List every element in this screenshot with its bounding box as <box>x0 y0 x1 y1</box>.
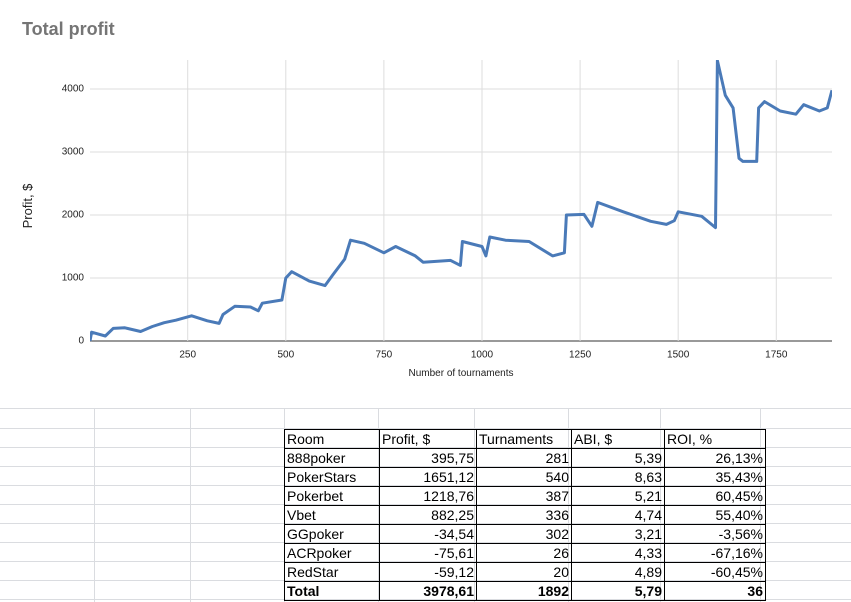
x-tick-label: 500 <box>277 350 294 361</box>
data-row: ACRpoker -75,61 26 4,33 -67,16% <box>284 543 766 563</box>
cell: 5,79 <box>571 581 665 601</box>
cell: 20 <box>476 562 572 582</box>
chart-title: Total profit <box>22 19 115 39</box>
y-tick-label: 2000 <box>62 210 85 221</box>
profit-line <box>90 60 832 342</box>
cell: -60,45% <box>664 562 766 582</box>
cell: 4,89 <box>571 562 665 582</box>
x-tick-label: 250 <box>179 350 196 361</box>
cell: 1218,76 <box>379 486 477 506</box>
x-tick-label: 1750 <box>765 350 788 361</box>
cell: -34,54 <box>379 524 477 544</box>
y-tick-label: 3000 <box>62 147 85 158</box>
cell: -75,61 <box>379 543 477 563</box>
cell: 387 <box>476 486 572 506</box>
cell: 336 <box>476 505 572 525</box>
cell: 55,40% <box>664 505 766 525</box>
cell: ABI, $ <box>571 429 665 449</box>
cell: ACRpoker <box>284 543 380 563</box>
cell: 540 <box>476 467 572 487</box>
cell: 26 <box>476 543 572 563</box>
cell: 36 <box>664 581 766 601</box>
data-row: PokerStars 1651,12 540 8,63 35,43% <box>284 467 766 487</box>
x-axis-label: Number of tournaments <box>408 368 513 379</box>
y-tick-label: 1000 <box>62 273 85 284</box>
x-tick-label: 750 <box>376 350 393 361</box>
cell: 1892 <box>476 581 572 601</box>
total-row: Total 3978,61 1892 5,79 36 <box>284 581 766 601</box>
summary-table: Room Profit, $ Turnaments ABI, $ ROI, % 888po… <box>284 429 766 601</box>
cell: Profit, $ <box>379 429 477 449</box>
cell: 60,45% <box>664 486 766 506</box>
cell: 3978,61 <box>379 581 477 601</box>
cell: Room <box>284 429 380 449</box>
header-row: Room Profit, $ Turnaments ABI, $ ROI, % <box>284 429 766 449</box>
chart: Total profit Number of tournaments Profi… <box>20 19 832 379</box>
x-tick-label: 1000 <box>471 350 494 361</box>
cell: GGpoker <box>284 524 380 544</box>
data-row: Pokerbet 1218,76 387 5,21 60,45% <box>284 486 766 506</box>
cell: ROI, % <box>664 429 766 449</box>
y-tick-label: 0 <box>78 336 84 347</box>
cell: 3,21 <box>571 524 665 544</box>
cell: Turnaments <box>476 429 572 449</box>
cell: 8,63 <box>571 467 665 487</box>
data-row: Vbet 882,25 336 4,74 55,40% <box>284 505 766 525</box>
cell: 4,74 <box>571 505 665 525</box>
y-tick-label: 4000 <box>62 84 85 95</box>
x-tick-label: 1250 <box>569 350 592 361</box>
cell: 302 <box>476 524 572 544</box>
cell: 882,25 <box>379 505 477 525</box>
cell: Vbet <box>284 505 380 525</box>
x-tick-label: 1500 <box>667 350 690 361</box>
y-axis-label: Profit, $ <box>20 183 35 229</box>
cell: -59,12 <box>379 562 477 582</box>
cell: 888poker <box>284 448 380 468</box>
data-row: 888poker 395,75 281 5,39 26,13% <box>284 448 766 468</box>
cell: -3,56% <box>664 524 766 544</box>
data-row: RedStar -59,12 20 4,89 -60,45% <box>284 562 766 582</box>
cell: 35,43% <box>664 467 766 487</box>
cell: 1651,12 <box>379 467 477 487</box>
cell: RedStar <box>284 562 380 582</box>
cell: Total <box>284 581 380 601</box>
cell: 395,75 <box>379 448 477 468</box>
cell: 5,21 <box>571 486 665 506</box>
cell: PokerStars <box>284 467 380 487</box>
cell: 4,33 <box>571 543 665 563</box>
cell: Pokerbet <box>284 486 380 506</box>
cell: 5,39 <box>571 448 665 468</box>
cell: 281 <box>476 448 572 468</box>
data-row: GGpoker -34,54 302 3,21 -3,56% <box>284 524 766 544</box>
cell: 26,13% <box>664 448 766 468</box>
cell: -67,16% <box>664 543 766 563</box>
